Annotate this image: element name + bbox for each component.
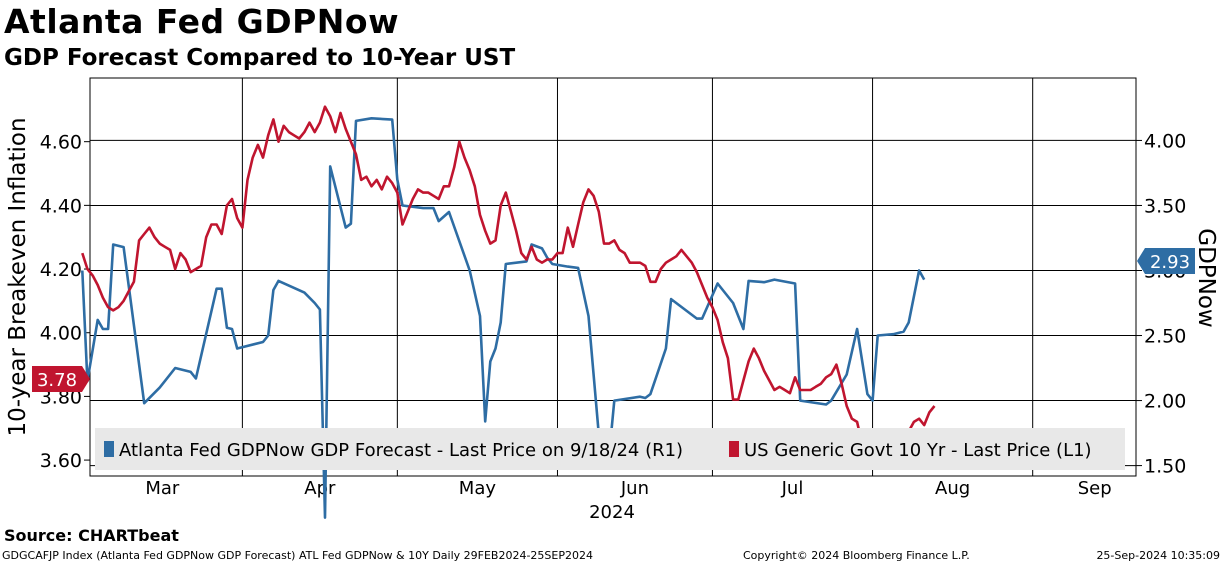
legend-swatch-ust10y xyxy=(729,441,739,457)
month-label: Sep xyxy=(1078,478,1112,499)
left-axis-title: 10-year Breakeven Inflation xyxy=(5,117,31,436)
footer-timestamp: 25-Sep-2024 10:35:09 xyxy=(1096,549,1220,562)
month-label: Jun xyxy=(620,478,649,499)
legend-box xyxy=(95,428,1125,470)
gridlines xyxy=(90,78,1136,476)
tick-label-left: 3.60 xyxy=(40,450,82,472)
series-line-ust10y xyxy=(81,105,936,452)
month-label: Mar xyxy=(145,478,180,499)
last-value-gdpnow: 2.93 xyxy=(1150,252,1190,273)
legend-label-gdpnow: Atlanta Fed GDPNow GDP Forecast - Last P… xyxy=(119,440,683,461)
series-line-gdpnow xyxy=(81,117,926,519)
legend-swatch-gdpnow xyxy=(104,441,114,457)
tick-label-right: 3.50 xyxy=(1144,195,1186,217)
footer-copyright: Copyright© 2024 Bloomberg Finance L.P. xyxy=(743,549,970,562)
tick-label-left: 4.00 xyxy=(40,323,82,345)
tick-label-right: 2.50 xyxy=(1144,326,1186,348)
series-layer xyxy=(81,105,936,519)
year-label: 2024 xyxy=(589,502,635,523)
chart-subtitle: GDP Forecast Compared to 10-Year UST xyxy=(4,45,516,71)
legend-label-ust10y: US Generic Govt 10 Yr - Last Price (L1) xyxy=(744,440,1092,461)
tick-label-right: 1.50 xyxy=(1144,456,1186,478)
tick-label-left: 4.20 xyxy=(40,259,82,281)
tick-label-left: 4.40 xyxy=(40,195,82,217)
last-value-tag-gdpnow: 2.93 xyxy=(1137,248,1195,274)
month-label: Aug xyxy=(935,478,970,499)
tick-label-right: 2.00 xyxy=(1144,391,1186,413)
month-label: May xyxy=(459,478,497,499)
chart-title: Atlanta Fed GDPNow xyxy=(4,2,400,41)
last-value-tag-ust10y: 3.78 xyxy=(32,366,90,392)
plot-frame xyxy=(89,77,1137,477)
tick-label-left: 4.60 xyxy=(40,132,82,154)
footer-description: GDGCAFJP Index (Atlanta Fed GDPNow GDP F… xyxy=(2,549,593,562)
last-value-ust10y: 3.78 xyxy=(37,370,77,391)
month-label: Apr xyxy=(304,478,336,499)
source-note: Source: CHARTbeat xyxy=(4,526,179,545)
right-axis-title: GDPNow xyxy=(1193,228,1219,328)
legend: Atlanta Fed GDPNow GDP Forecast - Last P… xyxy=(95,428,1125,470)
tick-label-right: 4.00 xyxy=(1144,130,1186,152)
month-label: Jul xyxy=(781,478,804,499)
